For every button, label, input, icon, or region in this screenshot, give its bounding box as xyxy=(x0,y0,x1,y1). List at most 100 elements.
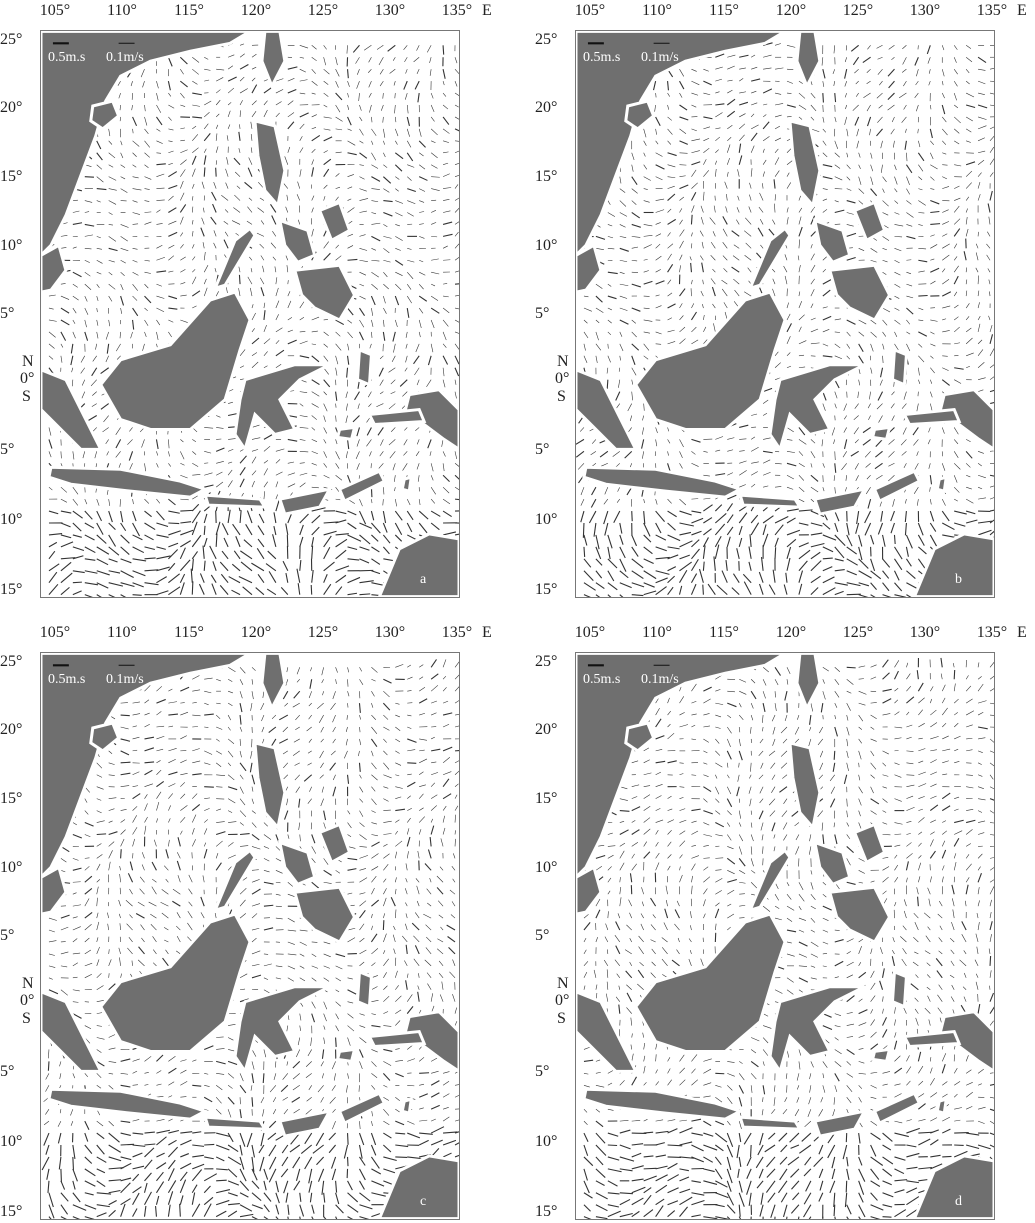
current-vector-map xyxy=(575,30,995,598)
current-vector-arrow xyxy=(395,830,398,835)
current-vector-arrow xyxy=(311,92,316,95)
current-vector-arrow xyxy=(282,750,288,755)
lat-tick: 5° xyxy=(535,441,550,458)
current-vector-arrow xyxy=(299,462,305,464)
current-vector-arrow xyxy=(120,224,129,228)
current-vector-arrow xyxy=(299,536,304,548)
current-vector-arrow xyxy=(882,212,889,216)
current-vector-arrow xyxy=(887,68,895,77)
current-vector-arrow xyxy=(311,507,326,512)
current-vector-arrow xyxy=(953,256,958,261)
current-vector-arrow xyxy=(144,546,155,551)
current-vector-arrow xyxy=(251,337,260,345)
hainan-island xyxy=(624,99,656,131)
current-vector-arrow xyxy=(192,1163,205,1170)
current-vector-arrow xyxy=(846,570,857,576)
current-vector-arrow xyxy=(310,667,312,672)
current-vector-arrow xyxy=(180,529,194,536)
current-vector-arrow xyxy=(359,1037,367,1044)
current-vector-arrow xyxy=(84,857,90,859)
current-vector-arrow xyxy=(442,793,452,800)
lat-tick: 0° xyxy=(20,370,35,387)
current-vector-arrow xyxy=(855,80,859,85)
current-vector-arrow xyxy=(643,499,645,504)
current-vector-arrow xyxy=(593,522,597,537)
current-vector-arrow xyxy=(359,234,366,237)
current-vector-arrow xyxy=(335,1037,337,1048)
current-vector-arrow xyxy=(156,725,165,728)
current-vector-arrow xyxy=(953,291,958,297)
current-vector-arrow xyxy=(167,1180,177,1194)
current-vector-arrow xyxy=(430,152,438,159)
current-vector-arrow xyxy=(281,1156,289,1167)
current-vector-arrow xyxy=(916,69,919,77)
current-vector-arrow xyxy=(60,234,68,237)
current-vector-arrow xyxy=(323,583,332,595)
current-vector-arrow xyxy=(810,560,822,572)
current-vector-arrow xyxy=(442,498,451,505)
current-vector-arrow xyxy=(679,116,689,121)
current-vector-arrow xyxy=(100,367,109,374)
current-vector-arrow xyxy=(228,1049,235,1052)
current-vector-arrow xyxy=(366,427,372,436)
current-vector-arrow xyxy=(275,314,279,321)
current-vector-arrow xyxy=(678,585,683,595)
current-vector-arrow xyxy=(273,525,277,536)
current-vector-arrow xyxy=(84,898,90,907)
current-vector-arrow xyxy=(285,255,289,261)
current-vector-arrow xyxy=(667,439,671,444)
current-vector-arrow xyxy=(866,80,871,84)
current-vector-arrow xyxy=(784,254,788,261)
current-vector-arrow xyxy=(419,152,424,157)
current-vector-arrow xyxy=(888,439,895,445)
current-vector-arrow xyxy=(311,1001,316,1009)
current-vector-arrow xyxy=(95,343,98,350)
current-vector-arrow xyxy=(870,558,876,572)
current-vector-arrow xyxy=(359,164,365,166)
current-vector-arrow xyxy=(311,80,318,86)
current-vector-arrow xyxy=(251,304,254,309)
current-vector-arrow xyxy=(192,714,201,717)
current-vector-arrow xyxy=(120,1132,131,1136)
current-vector-arrow xyxy=(132,248,138,250)
current-vector-arrow xyxy=(168,116,172,121)
current-vector-arrow xyxy=(690,192,697,201)
current-vector-arrow xyxy=(168,549,179,560)
current-vector-arrow xyxy=(108,295,113,302)
current-vector-arrow xyxy=(216,750,222,755)
current-vector-arrow xyxy=(140,924,145,931)
current-vector-arrow xyxy=(846,188,852,191)
current-vector-arrow xyxy=(293,1108,300,1114)
current-vector-arrow xyxy=(858,379,861,386)
current-vector-arrow xyxy=(691,80,700,86)
current-vector-arrow xyxy=(395,840,403,847)
current-vector-arrow xyxy=(347,186,353,189)
current-vector-arrow xyxy=(371,176,381,182)
current-vector-arrow xyxy=(431,283,436,287)
current-vector-arrow xyxy=(977,80,986,85)
current-vector-arrow xyxy=(419,664,424,668)
current-vector-arrow xyxy=(759,192,764,201)
current-vector-arrow xyxy=(72,319,76,324)
current-vector-arrow xyxy=(583,307,592,312)
current-vector-arrow xyxy=(443,151,449,154)
current-vector-arrow xyxy=(260,220,265,225)
current-vector-arrow xyxy=(774,377,781,380)
current-vector-arrow xyxy=(762,183,764,189)
current-vector-arrow xyxy=(383,188,390,193)
current-vector-arrow xyxy=(285,786,289,791)
current-vector-arrow xyxy=(263,963,272,967)
current-vector-arrow xyxy=(655,331,662,335)
current-vector-arrow xyxy=(416,885,420,895)
current-vector-arrow xyxy=(263,365,268,369)
current-vector-arrow xyxy=(347,1180,353,1191)
current-vector-arrow xyxy=(737,195,740,201)
small-island-2 xyxy=(400,475,414,494)
current-vector-arrow xyxy=(115,343,121,352)
current-vector-arrow xyxy=(822,81,825,87)
current-vector-arrow xyxy=(144,723,150,728)
current-vector-arrow xyxy=(679,80,685,90)
current-vector-arrow xyxy=(404,427,408,431)
current-vector-arrow xyxy=(168,150,174,154)
current-vector-arrow xyxy=(299,391,308,394)
